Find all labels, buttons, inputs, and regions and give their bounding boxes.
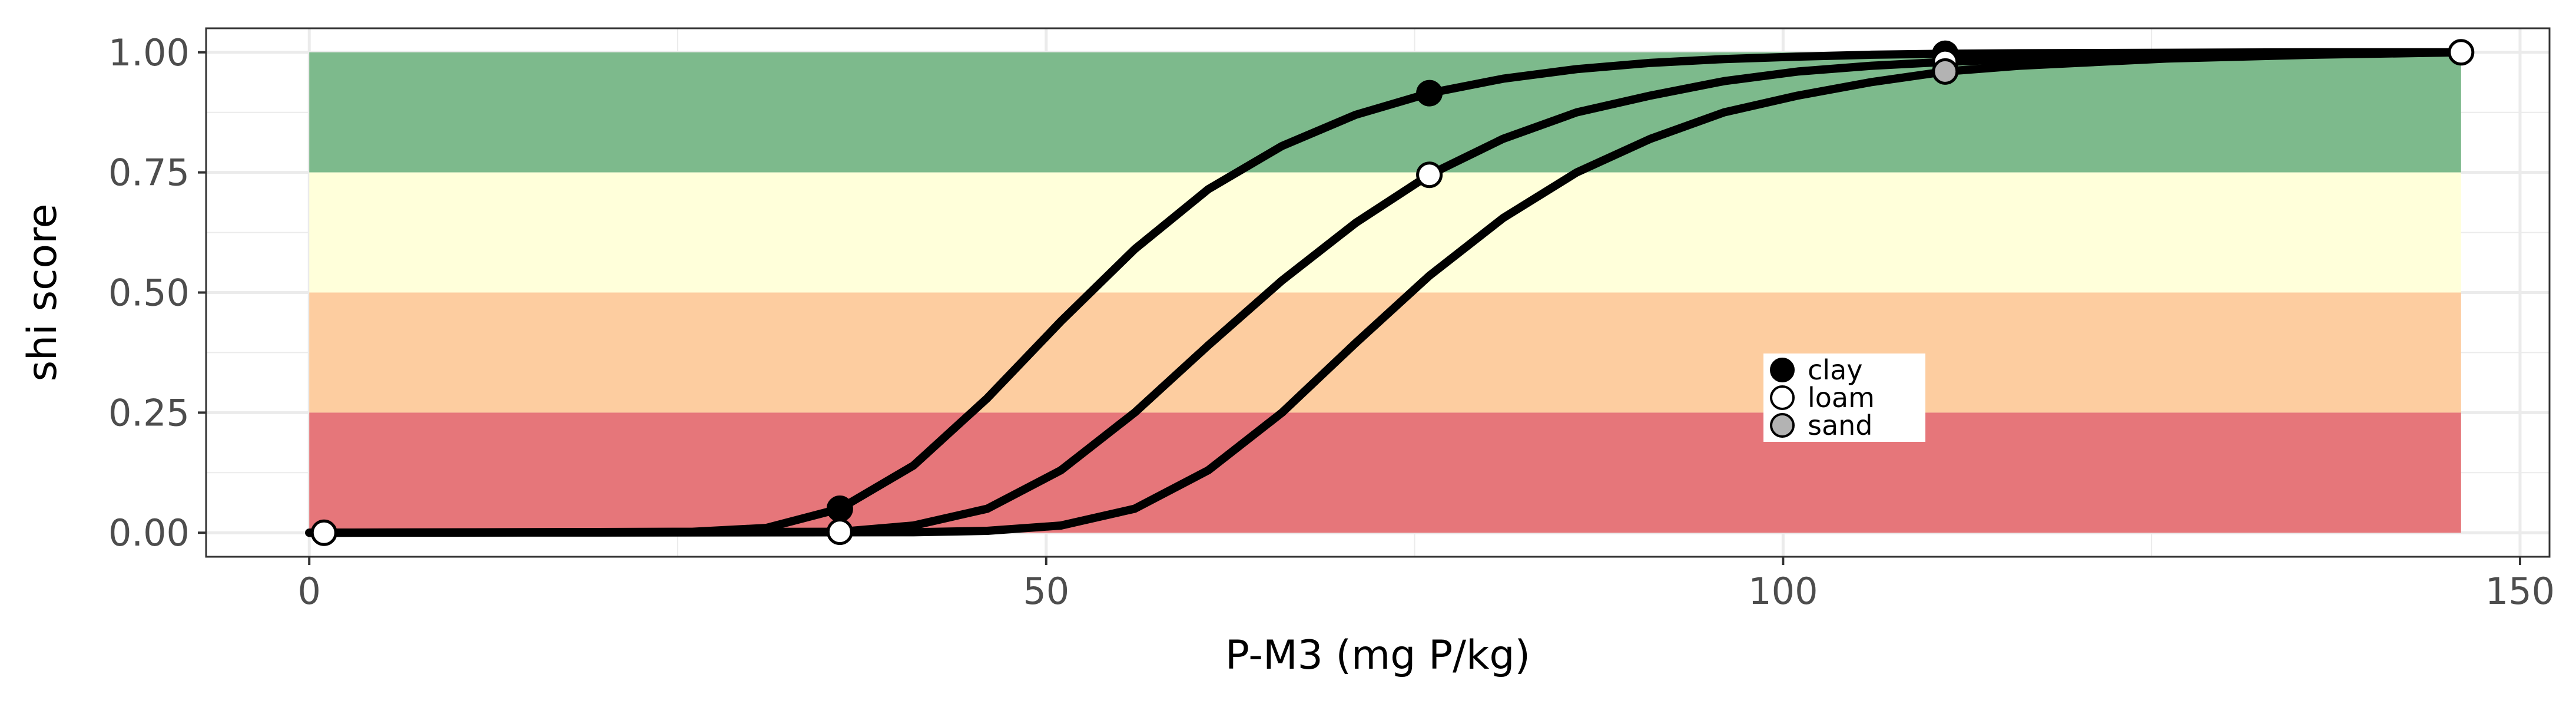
data-point-loam [826,518,853,546]
score-band-3 [309,412,2461,533]
data-point-loam [310,519,337,546]
x-axis-title: P-M3 (mg P/kg) [1225,632,1530,679]
tick-layer: 0 50 100 150 0.00 0.25 0.50 0.75 1.00 [108,31,2555,613]
x-tick-label: 100 [1748,570,1818,613]
legend-key-clay [1770,358,1795,382]
series-line-loam [305,48,2465,537]
score-band-1 [309,172,2461,293]
data-point-loam [2448,39,2475,66]
x-tick-label: 150 [2485,570,2555,613]
band-layer [309,52,2461,533]
data-point-sand [1932,58,1959,85]
data-point-clay [1416,80,1443,107]
point-layer [310,39,2475,546]
x-tick-label: 50 [1023,570,1069,613]
y-tick-label: 0.25 [108,391,190,434]
data-point-clay [826,495,853,522]
y-tick-label: 1.00 [108,31,190,74]
y-tick-label: 0.75 [108,151,190,194]
score-band-0 [309,52,2461,173]
y-tick-label: 0.50 [108,272,190,315]
legend-key-sand [1770,413,1795,438]
legend-key-loam [1770,385,1795,410]
legend-label-clay: clay [1808,354,1862,386]
legend-label-loam: loam [1808,382,1875,414]
x-tick-label: 0 [297,570,320,613]
y-axis-title: shi score [19,204,66,382]
series-line-sand [305,48,2465,537]
y-tick-label: 0.00 [108,511,190,554]
legend-label-sand: sand [1808,409,1873,441]
data-point-loam [1416,161,1443,189]
